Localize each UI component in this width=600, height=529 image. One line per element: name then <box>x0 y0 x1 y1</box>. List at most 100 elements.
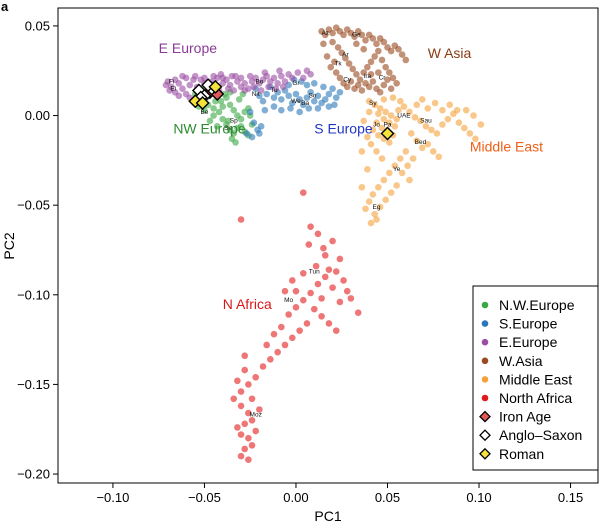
point-n-w-europe <box>217 97 225 105</box>
y-tick-label: 0.00 <box>25 108 50 123</box>
point-north-africa <box>325 320 333 327</box>
point-s-europe <box>305 105 313 112</box>
point-north-africa <box>245 409 252 417</box>
legend-marker-north-africa <box>481 394 489 402</box>
point-north-africa <box>237 431 245 438</box>
population-label: Cy <box>343 76 352 83</box>
point-n-w-europe <box>213 123 221 130</box>
point-w-asia <box>349 65 357 73</box>
point-middle-east <box>369 126 377 134</box>
x-tick-label: 0.05 <box>375 490 400 505</box>
point-middle-east <box>380 96 388 103</box>
point-s-europe <box>256 130 263 137</box>
point-north-africa <box>310 305 318 313</box>
point-middle-east <box>393 115 400 123</box>
point-w-asia <box>340 31 347 39</box>
point-middle-east <box>428 126 435 134</box>
group-label-n-africa: N Africa <box>223 296 272 312</box>
point-s-europe <box>307 88 314 96</box>
point-north-africa <box>270 330 278 338</box>
population-label: Az <box>321 30 329 37</box>
point-north-africa <box>299 269 307 277</box>
point-middle-east <box>365 198 373 205</box>
point-e-europe <box>257 87 265 94</box>
population-label: UAE <box>397 112 411 119</box>
point-north-africa <box>245 381 252 388</box>
point-s-europe <box>331 101 338 109</box>
point-s-europe <box>270 103 278 110</box>
point-e-europe <box>230 87 238 94</box>
legend: N.W.Europe S.Europe E.Europe W.Asia Middle E… <box>472 285 599 471</box>
point-s-europe <box>257 123 265 130</box>
point-s-europe <box>303 81 311 89</box>
point-roman <box>195 96 210 110</box>
point-north-africa <box>296 327 303 334</box>
population-label: Nit <box>252 91 260 98</box>
point-roman <box>208 79 223 94</box>
point-middle-east <box>389 94 397 101</box>
point-north-africa <box>263 341 270 349</box>
point-north-africa <box>289 277 296 284</box>
point-w-asia <box>342 54 349 62</box>
population-label: Eg <box>373 204 381 211</box>
point-w-asia <box>364 63 371 71</box>
point-north-africa <box>237 402 245 410</box>
point-w-asia <box>375 47 382 55</box>
point-n-w-europe <box>226 101 234 109</box>
point-middle-east <box>376 105 384 112</box>
point-s-europe <box>261 106 269 114</box>
point-n-w-europe <box>230 106 238 114</box>
point-north-africa <box>340 277 347 284</box>
plot-frame <box>57 7 599 484</box>
legend-box <box>472 285 599 471</box>
legend-label-roman: Roman <box>499 446 544 462</box>
point-s-europe <box>321 96 329 103</box>
y-tick-label: −0.10 <box>17 287 50 302</box>
point-north-africa <box>305 241 313 248</box>
point-w-asia <box>398 51 406 58</box>
point-w-asia <box>386 69 393 76</box>
point-middle-east <box>375 131 382 139</box>
point-middle-east <box>435 153 443 161</box>
point-s-europe <box>278 106 285 114</box>
point-middle-east <box>362 205 369 213</box>
population-label: Ar <box>342 51 349 58</box>
legend-marker-s-europe <box>481 320 489 327</box>
population-label: We <box>291 98 301 105</box>
point-middle-east <box>397 155 404 162</box>
point-north-africa <box>343 287 351 295</box>
point-w-asia <box>358 87 366 94</box>
point-s-europe <box>285 92 292 100</box>
point-middle-east <box>424 105 432 112</box>
y-tick-label: 0.05 <box>25 18 50 33</box>
point-middle-east <box>407 130 415 137</box>
point-e-europe <box>162 81 170 89</box>
point-w-asia <box>367 71 375 78</box>
point-n-w-europe <box>206 117 214 125</box>
point-w-asia <box>347 78 355 85</box>
point-north-africa <box>241 445 249 453</box>
point-w-asia <box>382 63 389 71</box>
point-middle-east <box>413 137 421 144</box>
population-label: Ge <box>352 32 361 39</box>
point-w-asia <box>345 60 353 67</box>
point-w-asia <box>320 40 327 48</box>
point-north-africa <box>248 416 256 424</box>
point-middle-east <box>375 110 382 118</box>
point-s-europe <box>256 92 263 100</box>
legend-label-north-africa: North Africa <box>499 390 572 406</box>
legend-marker-roman <box>479 447 491 460</box>
point-w-asia <box>351 33 358 40</box>
point-middle-east <box>406 108 413 116</box>
point-w-asia <box>367 58 375 66</box>
point-w-asia <box>338 49 346 57</box>
point-north-africa <box>278 323 285 331</box>
point-n-w-europe <box>230 130 238 137</box>
point-north-africa <box>318 295 325 302</box>
point-north-africa <box>248 442 256 449</box>
point-middle-east <box>431 99 439 107</box>
population-label: Tu <box>270 87 278 94</box>
legend-label-w-asia: W.Asia <box>499 353 543 369</box>
point-e-europe <box>171 76 179 83</box>
